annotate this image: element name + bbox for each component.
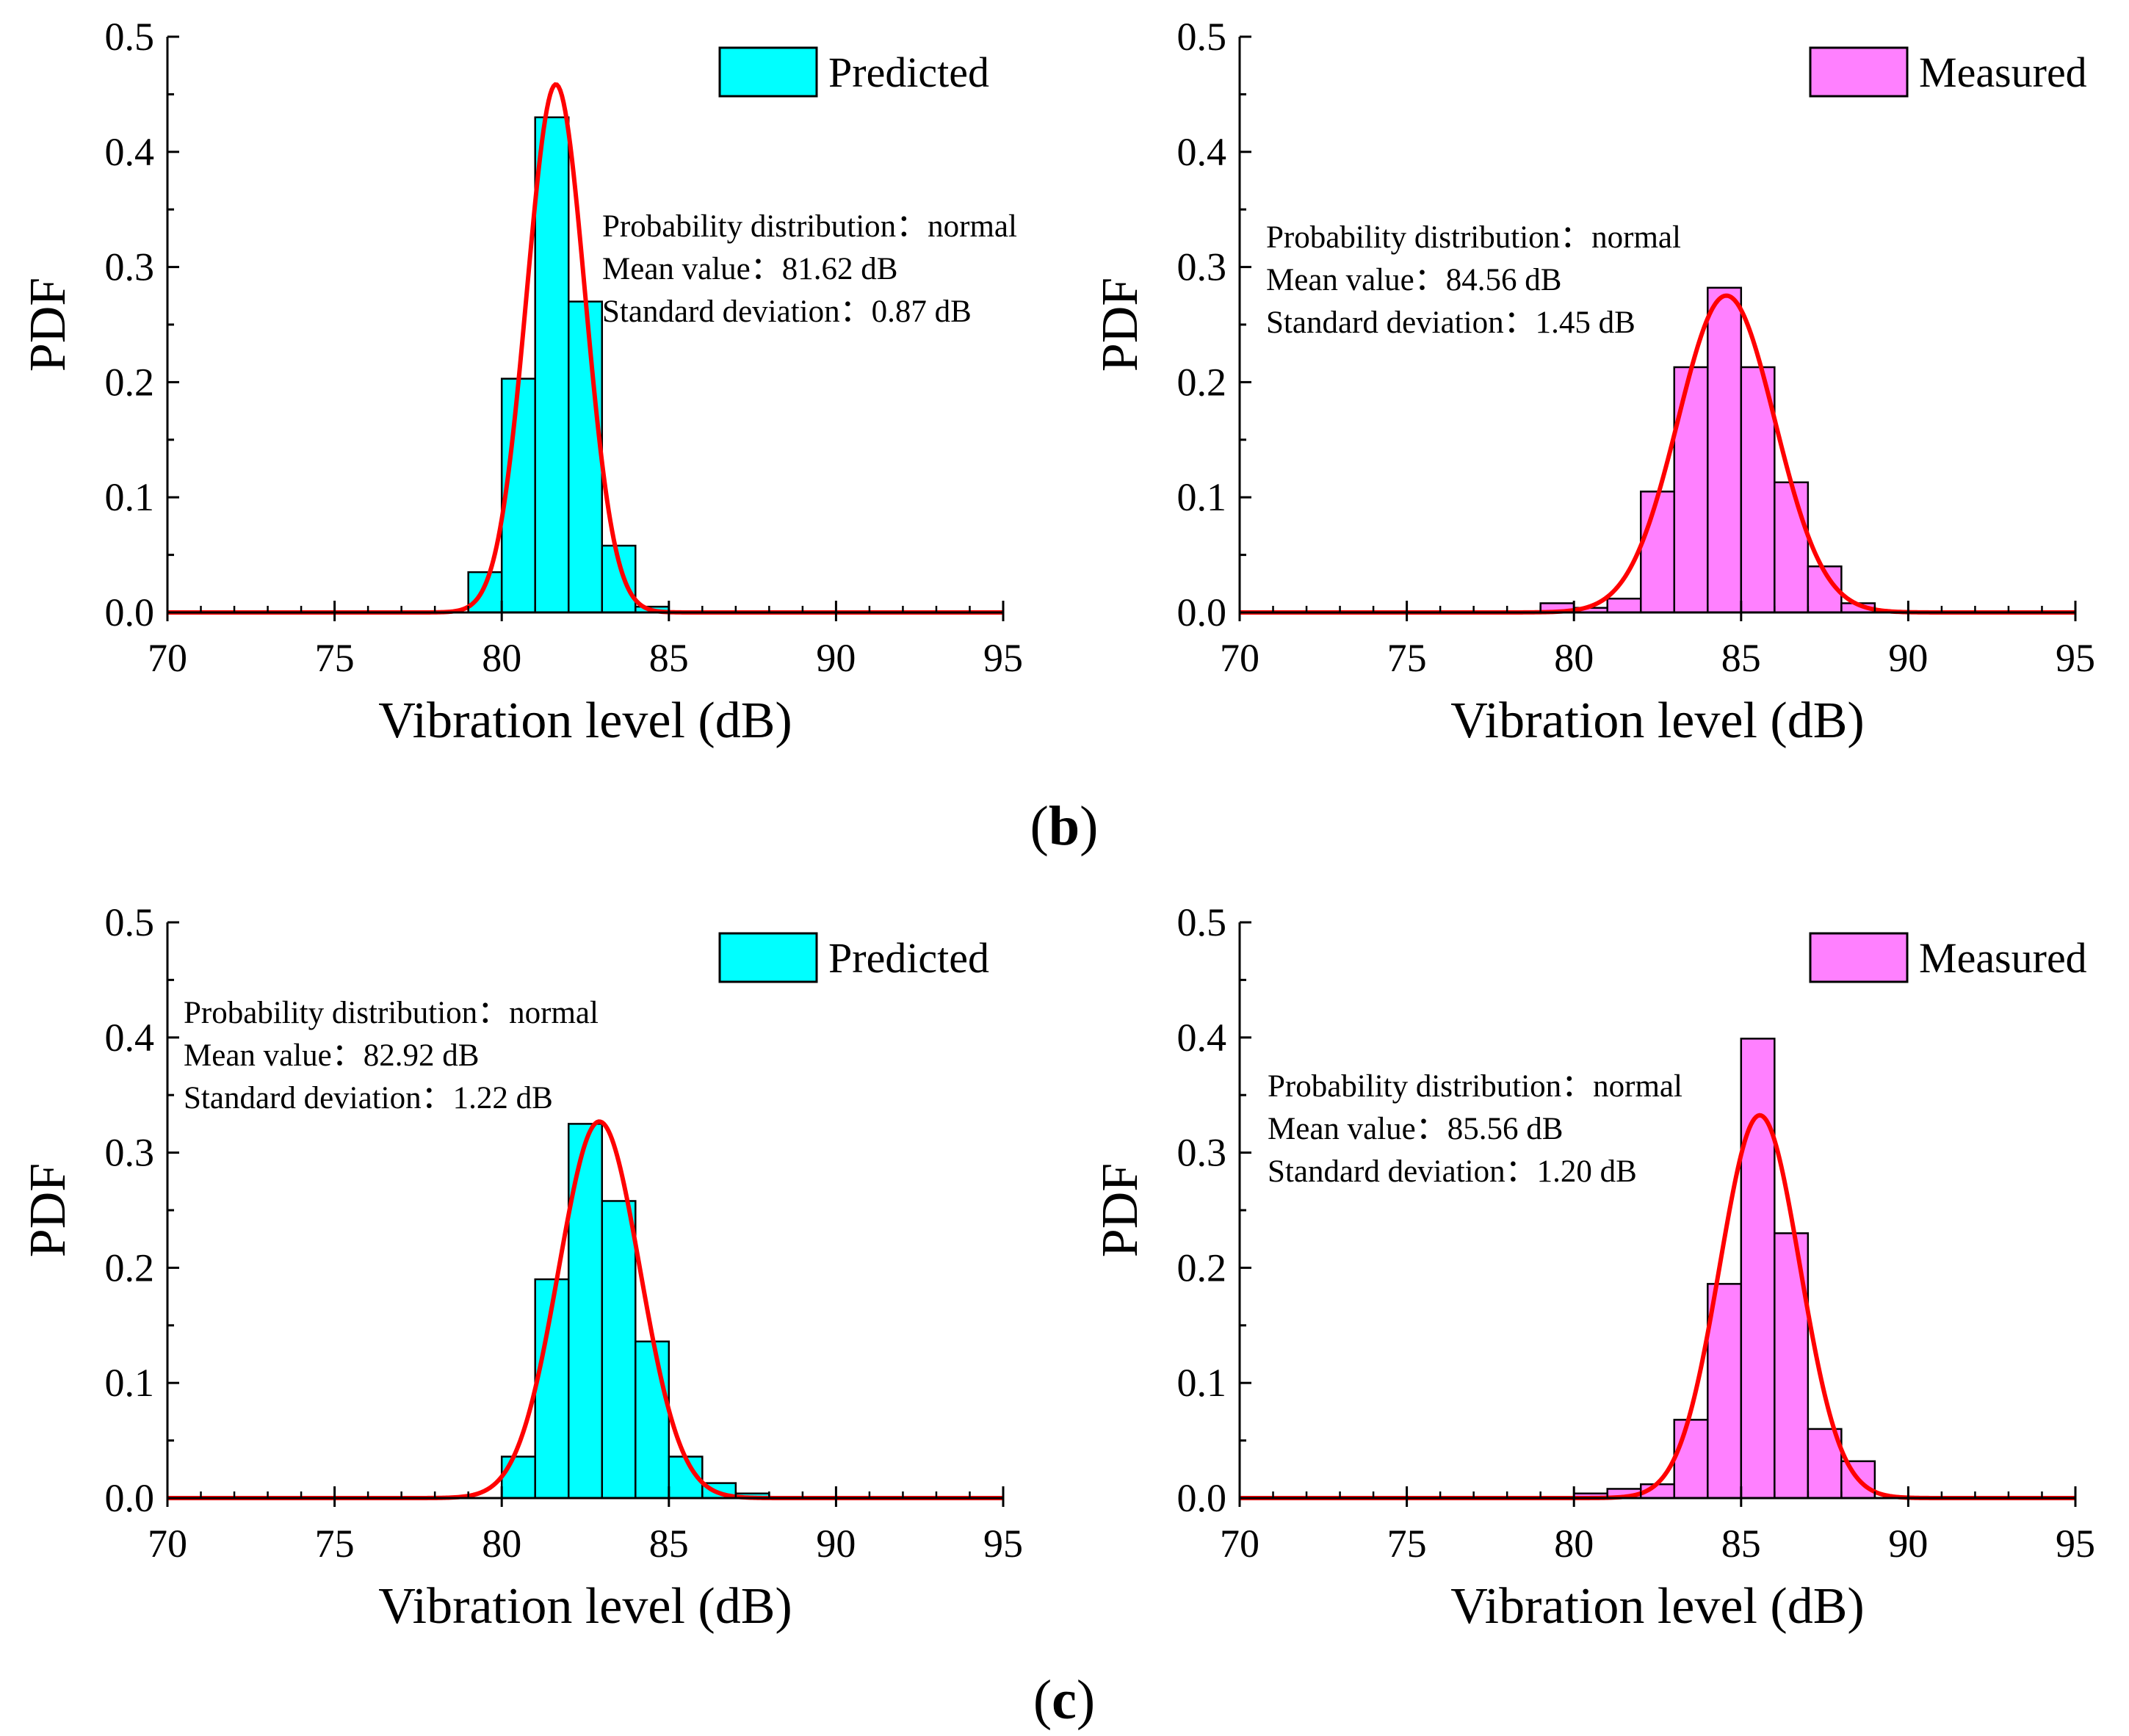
x-tick-label: 75	[1387, 636, 1427, 680]
x-tick-label: 70	[148, 1522, 187, 1566]
histogram-bar	[534, 1278, 570, 1500]
y-tick-label: 0.0	[1177, 590, 1227, 634]
histogram-bar	[1707, 286, 1743, 614]
y-tick-label: 0.5	[105, 15, 155, 59]
x-tick-label: 75	[315, 636, 355, 680]
y-tick-label: 0.4	[1177, 130, 1227, 174]
x-tick-label: 75	[315, 1522, 355, 1566]
histogram-bar	[1606, 597, 1642, 614]
x-tick-label: 85	[649, 1522, 689, 1566]
annotation-line: Mean value：84.56 dB	[1266, 263, 1561, 297]
annotation-line: Mean value：82.92 dB	[184, 1038, 479, 1073]
chart-b-predicted: 0.0 0.1 0.2 0.3 0.4 0.5 70 75 80 85 90 95 Vibration …	[20, 15, 1023, 749]
legend-swatch	[718, 46, 818, 98]
x-tick-label: 80	[1554, 1522, 1594, 1566]
x-tick-label: 90	[1888, 1522, 1928, 1566]
annotation-line: Probability distribution：normal	[184, 996, 599, 1030]
annotation-line: Standard deviation：1.45 dB	[1266, 305, 1635, 340]
x-tick-label: 95	[2056, 1522, 2095, 1566]
histogram-bar	[534, 116, 570, 614]
histogram-bar	[1774, 481, 1810, 614]
x-tick-label: 85	[649, 636, 689, 680]
annotation-line: Mean value：81.62 dB	[602, 252, 897, 286]
y-tick-label: 0.3	[1177, 1131, 1227, 1175]
y-axis-title: PDF	[1092, 278, 1149, 372]
x-tick-label: 85	[1721, 636, 1761, 680]
x-tick-label: 70	[1220, 636, 1259, 680]
x-tick-label: 90	[816, 636, 856, 680]
annotation-line: Standard deviation：1.22 dB	[184, 1081, 553, 1115]
annotation-line: Probability distribution：normal	[602, 209, 1017, 244]
y-tick-label: 0.4	[105, 130, 155, 174]
chart-c-measured: 0.0 0.1 0.2 0.3 0.4 0.5 70 75 80 85 90 95 Vibration …	[1092, 900, 2095, 1635]
legend-label: Predicted	[828, 48, 989, 96]
y-tick-label: 0.2	[105, 1245, 155, 1290]
y-axis-title: PDF	[20, 278, 76, 372]
chart-b-measured: 0.0 0.1 0.2 0.3 0.4 0.5 70 75 80 85 90 95 Vibration …	[1092, 15, 2095, 749]
x-tick-label: 95	[2056, 636, 2095, 680]
y-axis-title: PDF	[20, 1163, 76, 1257]
y-tick-label: 0.5	[1177, 15, 1227, 59]
x-axis-title: Vibration level (dB)	[1450, 692, 1864, 749]
x-tick-label: 90	[1888, 636, 1928, 680]
x-axis-title: Vibration level (dB)	[378, 1578, 792, 1635]
x-axis-title: Vibration level (dB)	[378, 692, 792, 749]
annotation-line: Mean value：85.56 dB	[1268, 1112, 1563, 1146]
histogram-bar	[567, 300, 604, 614]
annotation-line: Probability distribution：normal	[1266, 220, 1681, 255]
histogram-bar	[467, 571, 503, 614]
y-tick-label: 0.2	[1177, 360, 1227, 404]
x-tick-label: 80	[482, 1522, 521, 1566]
histogram-bar	[601, 1200, 637, 1500]
legend-label: Measured	[1919, 48, 2087, 96]
x-tick-label: 95	[983, 636, 1023, 680]
histogram-bar	[1740, 1038, 1776, 1500]
x-tick-label: 85	[1721, 1522, 1761, 1566]
y-tick-label: 0.5	[105, 900, 155, 944]
y-tick-label: 0.0	[105, 1476, 155, 1520]
y-tick-label: 0.0	[105, 590, 155, 634]
x-axis-title: Vibration level (dB)	[1450, 1578, 1864, 1635]
legend-swatch	[1809, 932, 1909, 983]
panel-label-b: (b)	[1030, 795, 1099, 857]
histogram-bar	[1673, 366, 1709, 614]
legend-label: Predicted	[828, 934, 989, 982]
panel-label-c: (c)	[1033, 1669, 1095, 1731]
legend-swatch	[718, 932, 818, 983]
y-tick-label: 0.2	[105, 360, 155, 404]
x-tick-label: 80	[1554, 636, 1594, 680]
y-tick-label: 0.1	[105, 475, 155, 519]
histogram-bar	[1639, 491, 1676, 614]
x-tick-label: 95	[983, 1522, 1023, 1566]
y-tick-label: 0.2	[1177, 1245, 1227, 1290]
y-tick-label: 0.5	[1177, 900, 1227, 944]
chart-c-predicted: 0.0 0.1 0.2 0.3 0.4 0.5 70 75 80 85 90 95 Vibration …	[20, 900, 1023, 1635]
y-axis-title: PDF	[1092, 1163, 1149, 1257]
x-tick-label: 70	[148, 636, 187, 680]
y-tick-label: 0.1	[105, 1361, 155, 1405]
x-tick-label: 70	[1220, 1522, 1259, 1566]
y-tick-label: 0.4	[1177, 1016, 1227, 1060]
x-tick-label: 80	[482, 636, 521, 680]
histogram-bar	[635, 1340, 670, 1500]
annotation-line: Standard deviation：1.20 dB	[1268, 1154, 1637, 1189]
histogram-bar	[1673, 1419, 1709, 1500]
charts-container: 0.0 0.1 0.2 0.3 0.4 0.5 70 75 80 85 90 95 Vibration …	[20, 15, 2095, 1635]
y-tick-label: 0.0	[1177, 1476, 1227, 1520]
histogram-bar	[500, 1455, 536, 1500]
x-tick-label: 90	[816, 1522, 856, 1566]
y-tick-label: 0.1	[1177, 1361, 1227, 1405]
legend-swatch	[1809, 46, 1909, 98]
y-tick-label: 0.3	[105, 245, 155, 289]
y-tick-label: 0.3	[105, 1131, 155, 1175]
annotation-line: Probability distribution：normal	[1268, 1069, 1682, 1104]
legend-label: Measured	[1919, 934, 2087, 982]
y-tick-label: 0.1	[1177, 475, 1227, 519]
x-tick-label: 75	[1387, 1522, 1427, 1566]
y-tick-label: 0.4	[105, 1016, 155, 1060]
y-tick-label: 0.3	[1177, 245, 1227, 289]
annotation-line: Standard deviation：0.87 dB	[602, 294, 972, 329]
